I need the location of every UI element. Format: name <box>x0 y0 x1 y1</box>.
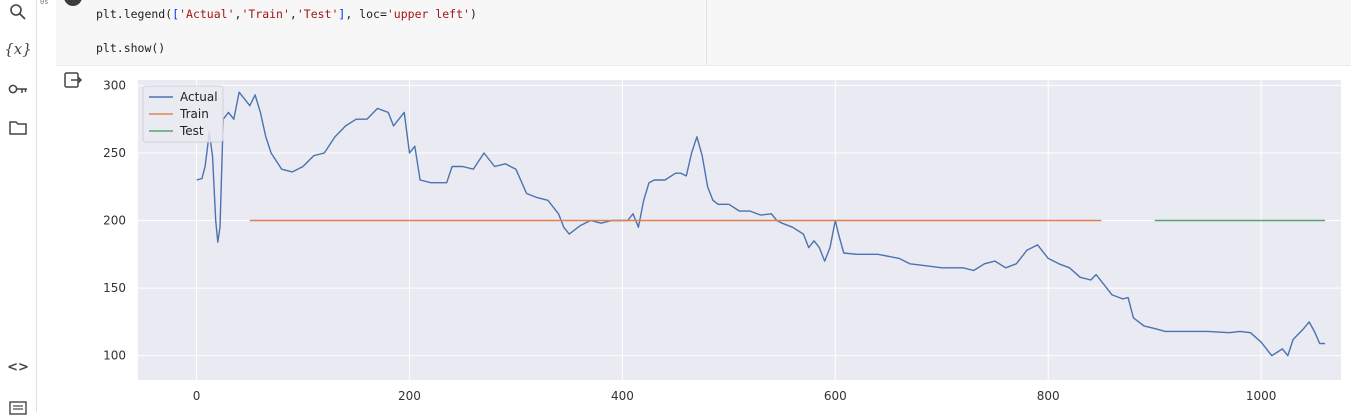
series-line-actual <box>196 91 1325 357</box>
x-tick-label: 800 <box>1037 389 1060 403</box>
search-icon[interactable] <box>6 0 30 24</box>
legend: Actual Train Test <box>142 85 224 143</box>
legend-label-actual: Actual <box>180 90 218 104</box>
code-token: 'Test' <box>296 7 339 21</box>
series-group <box>196 91 1325 357</box>
x-tick-label: 600 <box>824 389 847 403</box>
code-token: [ <box>172 7 180 21</box>
key-icon[interactable] <box>6 77 30 101</box>
code-token: ) <box>469 7 477 21</box>
code-token: 'upper left' <box>386 7 470 21</box>
x-tick-label: 0 <box>193 389 201 403</box>
code-token: 'Train' <box>241 7 290 21</box>
left-sidebar: {𝑥} <> <box>0 0 37 415</box>
run-cell-button[interactable] <box>64 0 82 6</box>
y-tick-label: 200 <box>103 214 126 228</box>
code-snippets-icon[interactable]: <> <box>7 359 29 375</box>
plot-area <box>138 80 1341 380</box>
code-token: , <box>234 7 242 21</box>
code-line-show[interactable]: plt.show() <box>96 41 166 55</box>
code-token: 'Actual' <box>179 7 235 21</box>
y-tick-label: 300 <box>103 78 126 92</box>
variables-icon[interactable]: {𝑥} <box>4 40 32 58</box>
y-tick-label: 100 <box>103 349 126 363</box>
folder-icon[interactable] <box>6 115 30 139</box>
cell-divider <box>706 0 707 65</box>
code-token: , <box>289 7 297 21</box>
code-token: plt.legend( <box>96 7 173 21</box>
y-tick-label: 250 <box>103 146 126 160</box>
execution-count: 0s <box>40 0 49 6</box>
code-line-legend[interactable]: plt.legend(['Actual','Train','Test'], lo… <box>96 7 477 21</box>
code-token: ] <box>338 7 346 21</box>
x-tick-label: 200 <box>398 389 421 403</box>
output-toggle-icon[interactable] <box>63 70 83 90</box>
code-token: , loc= <box>345 7 387 21</box>
y-tick-label: 150 <box>103 281 126 295</box>
code-cell[interactable]: plt.legend(['Actual','Train','Test'], lo… <box>56 0 1351 66</box>
legend-label-train: Train <box>179 107 209 121</box>
x-tick-label: 400 <box>611 389 634 403</box>
tick-labels: 0 200 400 600 800 1000 100 150 200 250 300 <box>103 78 1276 403</box>
legend-box <box>142 85 224 143</box>
legend-label-test: Test <box>179 124 204 138</box>
x-tick-label: 1000 <box>1246 389 1277 403</box>
